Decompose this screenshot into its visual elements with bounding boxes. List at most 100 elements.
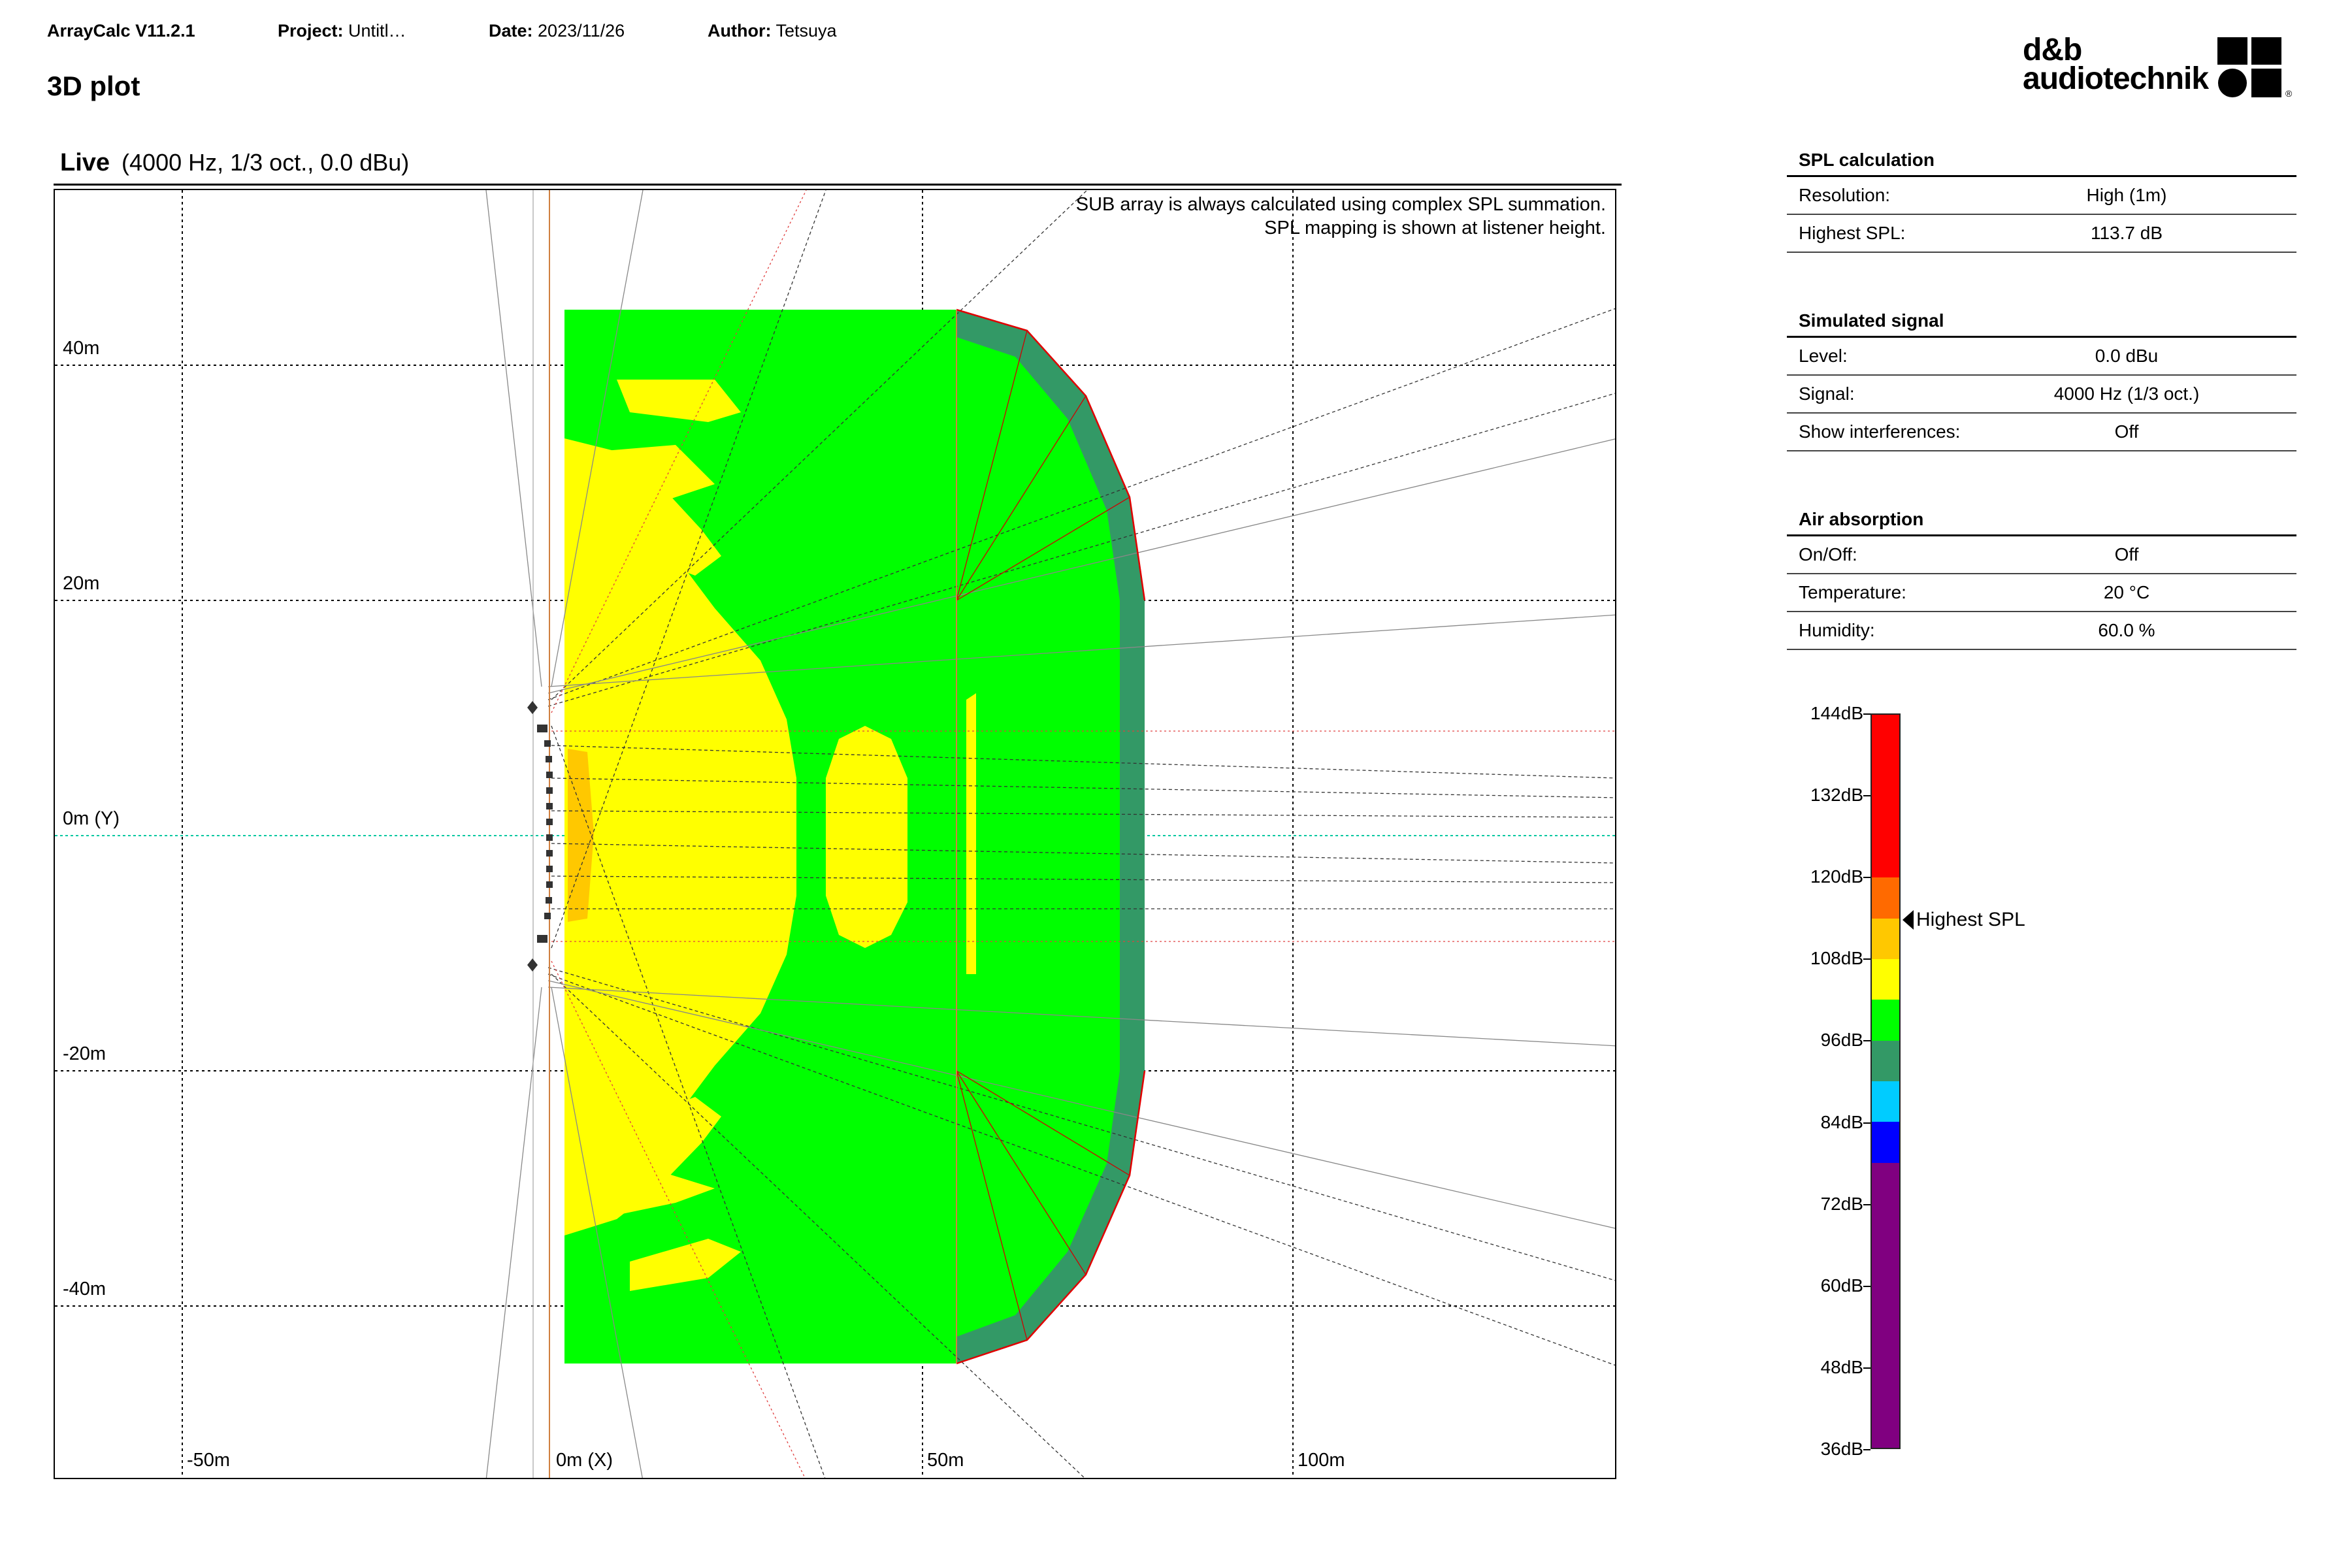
simulated-signal-section: Simulated signal Level: 0.0 dBu Signal: … xyxy=(1787,306,2296,451)
scale-tick-mark xyxy=(1863,795,1870,797)
scale-band-6 xyxy=(1872,1081,1899,1122)
scale-tick-label: 60dB xyxy=(1820,1275,1863,1296)
author-info: Author: Tetsuya xyxy=(708,21,837,41)
section-title: SPL calculation xyxy=(1787,145,2296,177)
row-label: Show interferences: xyxy=(1799,421,1961,442)
x-label-50m: 50m xyxy=(927,1450,964,1471)
scale-band-8 xyxy=(1872,1162,1899,1448)
plot-grid xyxy=(55,190,1615,1478)
scale-tick-label: 96dB xyxy=(1820,1030,1863,1051)
author-label: Author: xyxy=(708,21,772,41)
spl-zone-near xyxy=(564,497,796,1177)
row-label: Temperature: xyxy=(1799,582,1906,602)
scale-tick-label: 48dB xyxy=(1820,1356,1863,1377)
signal-row: Signal: 4000 Hz (1/3 oct.) xyxy=(1787,376,2296,414)
y-label-neg20m: -20m xyxy=(63,1043,106,1064)
section-title: Simulated signal xyxy=(1787,306,2296,338)
project-value: Untitl… xyxy=(348,21,406,41)
scale-tick-label: 108dB xyxy=(1810,948,1863,969)
scale-tick-mark xyxy=(1863,1449,1870,1450)
plot-heading: Live (4000 Hz, 1/3 oct., 0.0 dBu) xyxy=(60,149,409,177)
date-info: Date: 2023/11/26 xyxy=(489,21,625,41)
scale-tick-mark xyxy=(1863,1040,1870,1042)
temperature-row: Temperature: 20 °C xyxy=(1787,574,2296,612)
x-label-100m: 100m xyxy=(1298,1450,1345,1471)
scale-tick-mark xyxy=(1863,1285,1870,1287)
air-absorption-section: Air absorption On/Off: Off Temperature: … xyxy=(1787,504,2296,650)
brand-logo: d&b audiotechnik ® xyxy=(2023,33,2297,108)
row-value: Off xyxy=(2114,544,2139,564)
project-label: Project: xyxy=(278,21,344,41)
section-title: Air absorption xyxy=(1787,504,2296,536)
scale-tick-mark xyxy=(1863,1367,1870,1369)
app-version: ArrayCalc V11.2.1 xyxy=(47,21,195,41)
y-label-neg40m: -40m xyxy=(63,1279,106,1299)
aim-lines-solid xyxy=(485,190,1615,1478)
scale-tick-mark xyxy=(1863,713,1870,715)
aim-lines xyxy=(547,190,1615,1478)
spl-streak-4 xyxy=(630,1239,741,1291)
humidity-row: Humidity: 60.0 % xyxy=(1787,612,2296,650)
audience-triangles xyxy=(956,330,1130,1341)
loudspeaker-array xyxy=(527,701,553,972)
row-value: 0.0 dBu xyxy=(2095,346,2159,366)
row-label: Resolution: xyxy=(1799,185,1891,205)
scale-tick-label: 132dB xyxy=(1810,785,1863,806)
row-value: 60.0 % xyxy=(2098,620,2155,640)
row-label: Signal: xyxy=(1799,384,1855,404)
level-row: Level: 0.0 dBu xyxy=(1787,338,2296,376)
spl-streak-3 xyxy=(597,1170,715,1219)
logo-line-2: audiotechnik xyxy=(2023,61,2209,96)
plot-heading-rule xyxy=(54,184,1622,186)
row-value: High (1m) xyxy=(2086,185,2167,205)
scale-tick-mark xyxy=(1863,958,1870,960)
spl-map xyxy=(564,310,1145,1364)
author-value: Tetsuya xyxy=(776,21,837,41)
scale-band-7 xyxy=(1872,1122,1899,1163)
plot-note-1: SUB array is always calculated using com… xyxy=(1075,194,1606,215)
scale-tick-label: 144dB xyxy=(1810,703,1863,723)
scale-tick-mark xyxy=(1863,1122,1870,1124)
scale-band-0 xyxy=(1872,715,1899,878)
x-label-neg50m: -50m xyxy=(187,1450,231,1471)
scale-tick-mark xyxy=(1863,877,1870,879)
row-label: On/Off: xyxy=(1799,544,1857,564)
scale-band-5 xyxy=(1872,1040,1899,1081)
spl-hot-zone xyxy=(568,749,594,922)
spl-color-scale xyxy=(1870,713,1901,1449)
spl-island xyxy=(826,726,907,948)
spl-stripe xyxy=(966,693,976,974)
project-info: Project: Untitl… xyxy=(278,21,406,41)
spl-streak-1 xyxy=(617,380,741,422)
plot-params: (4000 Hz, 1/3 oct., 0.0 dBu) xyxy=(122,149,410,176)
logo-line-1: d&b xyxy=(2023,33,2082,67)
y-label-0m: 0m (Y) xyxy=(63,808,120,829)
logo-mark-icon xyxy=(2217,37,2281,97)
reference-lines xyxy=(551,190,1615,1478)
spl-calculation-section: SPL calculation Resolution: High (1m) Hi… xyxy=(1787,145,2296,253)
spl-streak-2 xyxy=(597,445,715,504)
highest-spl-marker-icon xyxy=(1903,909,1914,930)
row-label: Highest SPL: xyxy=(1799,223,1906,243)
scale-band-1 xyxy=(1872,877,1899,919)
spl-plot-svg xyxy=(55,190,1615,1478)
plot-mode: Live xyxy=(60,149,110,176)
scale-tick-label: 84dB xyxy=(1820,1111,1863,1132)
spl-lobe-lower xyxy=(564,1097,721,1235)
scale-tick-label: 72dB xyxy=(1820,1193,1863,1214)
date-label: Date: xyxy=(489,21,533,41)
interferences-row: Show interferences: Off xyxy=(1787,414,2296,451)
plot-note-2: SPL mapping is shown at listener height. xyxy=(1264,218,1606,238)
onoff-row: On/Off: Off xyxy=(1787,536,2296,574)
scale-tick-label: 36dB xyxy=(1820,1439,1863,1459)
spl-plot-area[interactable]: SUB array is always calculated using com… xyxy=(54,189,1616,1479)
scale-band-2 xyxy=(1872,918,1899,959)
date-value: 2023/11/26 xyxy=(538,21,625,41)
scale-band-4 xyxy=(1872,1000,1899,1041)
row-label: Level: xyxy=(1799,346,1848,366)
y-label-40m: 40m xyxy=(63,338,100,359)
row-value: Off xyxy=(2114,421,2139,442)
x-label-0m: 0m (X) xyxy=(556,1450,613,1471)
row-value: 4000 Hz (1/3 oct.) xyxy=(2053,384,2200,404)
page-title: 3D plot xyxy=(47,71,140,101)
